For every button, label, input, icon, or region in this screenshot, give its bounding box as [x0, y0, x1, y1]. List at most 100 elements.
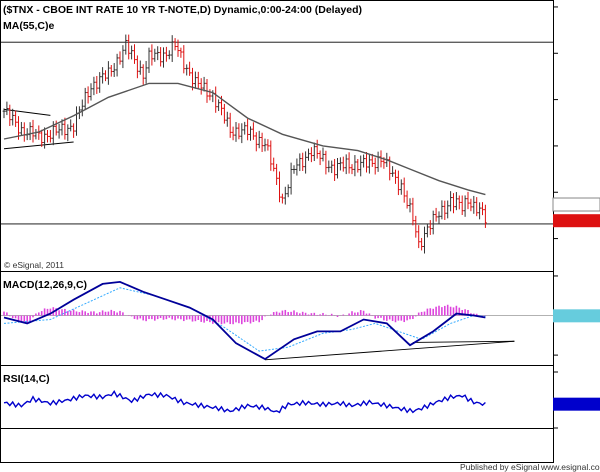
ohlc-bar	[86, 86, 90, 104]
ohlc-bar	[223, 103, 226, 124]
ohlc-bar	[417, 225, 421, 249]
ohlc-bar	[196, 71, 200, 89]
ohlc-bar	[286, 184, 290, 198]
ohlc-bar	[217, 99, 220, 112]
ohlc-bar	[336, 157, 339, 179]
ohlc-bar	[426, 224, 429, 238]
ohlc-bar	[147, 47, 151, 74]
ohlc-bar	[431, 210, 435, 235]
ohlc-bar	[95, 75, 99, 94]
ohlc-bar	[304, 151, 307, 174]
ohlc-bar	[234, 122, 238, 142]
ohlc-bar	[449, 191, 452, 212]
ohlc-bar	[359, 155, 363, 177]
ohlc-bar	[246, 118, 249, 141]
ohlc-bar	[330, 160, 334, 174]
ohlc-bar	[101, 67, 104, 84]
ohlc-bar	[295, 158, 299, 176]
ohlc-bar	[437, 211, 441, 224]
ohlc-bar	[478, 202, 481, 220]
ohlc-bar	[402, 177, 406, 203]
ohlc-bar	[150, 44, 154, 66]
ohlc-bar	[475, 197, 479, 217]
date-axis-frame	[0, 428, 554, 463]
macd-line	[3, 280, 486, 361]
ohlc-bar	[411, 197, 415, 226]
ohlc-bar	[118, 51, 122, 65]
ohlc-bar	[112, 63, 116, 77]
ohlc-bar	[92, 76, 96, 96]
ohlc-bar	[5, 101, 9, 116]
ma-legend: MA(55,C)e	[3, 20, 55, 32]
ma-value-tag	[552, 197, 600, 212]
price-bars	[2, 34, 487, 254]
ohlc-bar	[176, 39, 180, 57]
ohlc-bar	[423, 226, 426, 254]
ohlc-bar	[231, 126, 235, 141]
ohlc-bar	[156, 46, 160, 61]
ohlc-bar	[182, 45, 186, 74]
macd-trendline	[412, 340, 515, 343]
ohlc-bar	[440, 200, 444, 220]
ohlc-bar	[260, 132, 264, 152]
ohlc-bar	[57, 123, 61, 139]
ohlc-bar	[167, 50, 171, 60]
ohlc-bar	[98, 72, 102, 93]
ohlc-bar	[202, 76, 206, 92]
ohlc-bar	[347, 152, 351, 174]
ohlc-bar	[49, 129, 52, 143]
ohlc-bar	[278, 171, 281, 203]
ohlc-bar	[89, 83, 93, 101]
ohlc-bar	[8, 104, 12, 126]
ohlc-bar	[121, 45, 125, 69]
ohlc-bar	[124, 34, 128, 55]
ohlc-bar	[310, 147, 313, 163]
macd-trendline	[264, 340, 515, 361]
ohlc-bar	[472, 195, 476, 214]
ohlc-bar	[341, 156, 345, 172]
ohlc-bar	[350, 164, 354, 175]
ohlc-bar	[443, 200, 447, 220]
macd-layer	[1, 275, 600, 361]
ohlc-bar	[66, 124, 70, 142]
ohlc-bar	[63, 117, 67, 140]
ohlc-bar	[138, 60, 142, 75]
ohlc-bar	[144, 60, 148, 84]
ohlc-bar	[397, 170, 400, 196]
ohlc-bar	[333, 158, 336, 181]
ohlc-bar	[356, 158, 360, 173]
ohlc-bar	[391, 166, 394, 177]
ohlc-bar	[11, 108, 15, 126]
ohlc-bar	[243, 121, 247, 135]
ma-55-line	[3, 82, 486, 196]
price-trendline	[3, 108, 51, 116]
ohlc-bar	[266, 139, 270, 151]
ohlc-bar	[408, 198, 412, 213]
macd-signal-line	[3, 287, 486, 352]
ohlc-bar	[127, 34, 131, 60]
rsi-value-tag	[553, 397, 600, 411]
ohlc-bar	[2, 108, 6, 119]
ohlc-bar	[428, 220, 432, 235]
ohlc-bar	[179, 47, 183, 58]
ohlc-bar	[249, 126, 252, 141]
ohlc-bar	[153, 48, 157, 62]
ohlc-bar	[254, 132, 258, 152]
ohlc-bar	[466, 191, 470, 210]
rsi-layer	[3, 371, 600, 429]
ohlc-bar	[40, 129, 44, 147]
price-panel-frame	[0, 0, 554, 272]
ohlc-bar	[379, 150, 383, 168]
rsi-title: RSI(14,C)	[3, 373, 50, 385]
ohlc-bar	[370, 153, 374, 167]
ohlc-bar	[188, 61, 191, 76]
ohlc-bar	[362, 154, 365, 168]
ohlc-bar	[225, 111, 229, 127]
ohlc-bar	[133, 44, 136, 64]
ohlc-bar	[208, 89, 212, 101]
ohlc-bar	[252, 122, 255, 140]
ohlc-bar	[194, 71, 197, 89]
ohlc-bar	[484, 204, 487, 228]
ohlc-bar	[109, 65, 113, 77]
ohlc-bar	[321, 147, 325, 162]
